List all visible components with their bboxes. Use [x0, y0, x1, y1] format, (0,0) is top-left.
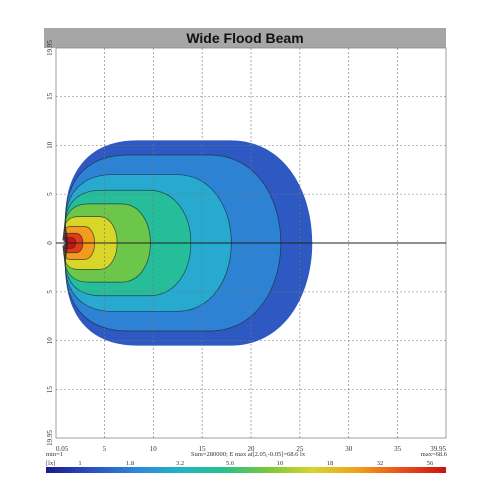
axis-layer: 0.05 5 10 15 20 25 30 35 39.95 19.95 15 10 5 0 5 10 15 19… — [46, 40, 447, 453]
x-tick-label: 25 — [296, 445, 304, 453]
y-tick-label: 19.95 — [46, 430, 54, 446]
x-tick-label: 10 — [150, 445, 158, 453]
colorbar-tick-label: 5.6 — [226, 460, 235, 467]
y-tick-label: 15 — [46, 92, 54, 100]
contour-line — [64, 203, 151, 283]
grid-layer — [55, 47, 447, 439]
chart-title: Wide Flood Beam — [186, 30, 304, 46]
y-tick-label: 0 — [46, 241, 54, 245]
contour-line — [62, 232, 84, 254]
contour-line — [65, 154, 282, 332]
y-tick-label: 19.95 — [46, 40, 54, 56]
x-tick-label: 15 — [199, 445, 207, 453]
colorbar: 1 1.8 3.2 5.6 10 18 32 56 — [46, 460, 446, 473]
colorbar-tick-label: 10 — [277, 460, 284, 467]
colorbar-tick-label: 3.2 — [176, 460, 184, 467]
contour-line — [64, 174, 232, 312]
y-tick-label: 10 — [46, 141, 54, 149]
x-tick-label: 20 — [248, 445, 256, 453]
x-tick-label: 30 — [345, 445, 353, 453]
chart-title-bar: Wide Flood Beam — [44, 28, 446, 48]
x-tick-label: 5 — [103, 445, 107, 453]
min-label: min=1 — [46, 451, 63, 458]
lx-label: [lx] — [46, 460, 55, 467]
y-tick-label: 15 — [46, 386, 54, 394]
x-tick-label: 0.05 — [56, 445, 69, 453]
contour-line — [63, 226, 95, 260]
colorbar-tick-label: 18 — [327, 460, 334, 467]
contour-line — [63, 216, 118, 270]
x-tick-label: 39.95 — [430, 445, 446, 453]
colorbar-tick-label: 56 — [427, 460, 434, 467]
contour-line — [62, 237, 77, 249]
y-tick-label: 5 — [46, 192, 54, 196]
contour-line — [64, 189, 192, 297]
contour-layer — [62, 154, 282, 332]
stats-label: Sum=280000; E max at[2.05,-0.05]=68.6 lx — [191, 451, 306, 458]
y-tick-label: 10 — [46, 337, 54, 345]
colorbar-tick-label: 1 — [78, 460, 81, 467]
colorbar-tick-label: 1.8 — [126, 460, 134, 467]
footer-layer: min=1 [lx] Sum=280000; E max at[2.05,-0.… — [46, 451, 448, 467]
x-tick-label: 35 — [394, 445, 402, 453]
colorbar-tick-label: 32 — [377, 460, 384, 467]
max-label: max=68.6 — [421, 451, 448, 458]
y-tick-label: 5 — [46, 290, 54, 294]
colorbar-gradient — [46, 467, 446, 473]
